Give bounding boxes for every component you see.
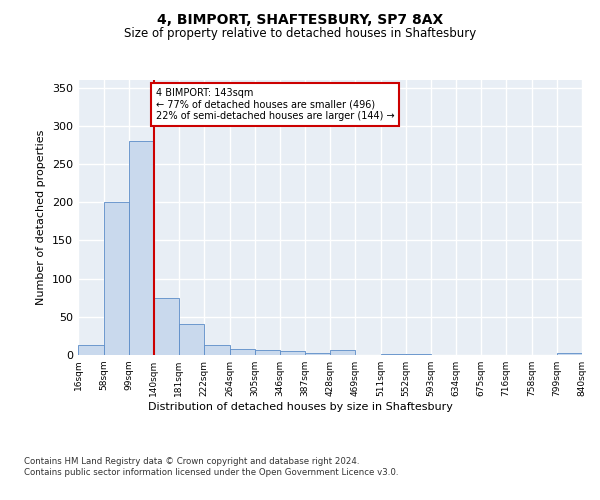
Text: Contains HM Land Registry data © Crown copyright and database right 2024.
Contai: Contains HM Land Registry data © Crown c… xyxy=(24,458,398,477)
Bar xyxy=(129,141,154,355)
Text: Size of property relative to detached houses in Shaftesbury: Size of property relative to detached ho… xyxy=(124,28,476,40)
Bar xyxy=(330,350,355,355)
Bar xyxy=(305,352,330,355)
Bar xyxy=(204,345,230,355)
Text: Distribution of detached houses by size in Shaftesbury: Distribution of detached houses by size … xyxy=(148,402,452,412)
Bar xyxy=(280,351,305,355)
Text: 4 BIMPORT: 143sqm
← 77% of detached houses are smaller (496)
22% of semi-detache: 4 BIMPORT: 143sqm ← 77% of detached hous… xyxy=(155,88,394,121)
Bar xyxy=(154,298,179,355)
Bar xyxy=(255,350,280,355)
Bar xyxy=(557,354,582,355)
Bar xyxy=(179,324,204,355)
Bar xyxy=(104,202,129,355)
Y-axis label: Number of detached properties: Number of detached properties xyxy=(37,130,46,305)
Bar xyxy=(381,354,406,355)
Bar xyxy=(78,345,104,355)
Text: 4, BIMPORT, SHAFTESBURY, SP7 8AX: 4, BIMPORT, SHAFTESBURY, SP7 8AX xyxy=(157,12,443,26)
Bar xyxy=(406,354,431,355)
Bar xyxy=(230,349,255,355)
